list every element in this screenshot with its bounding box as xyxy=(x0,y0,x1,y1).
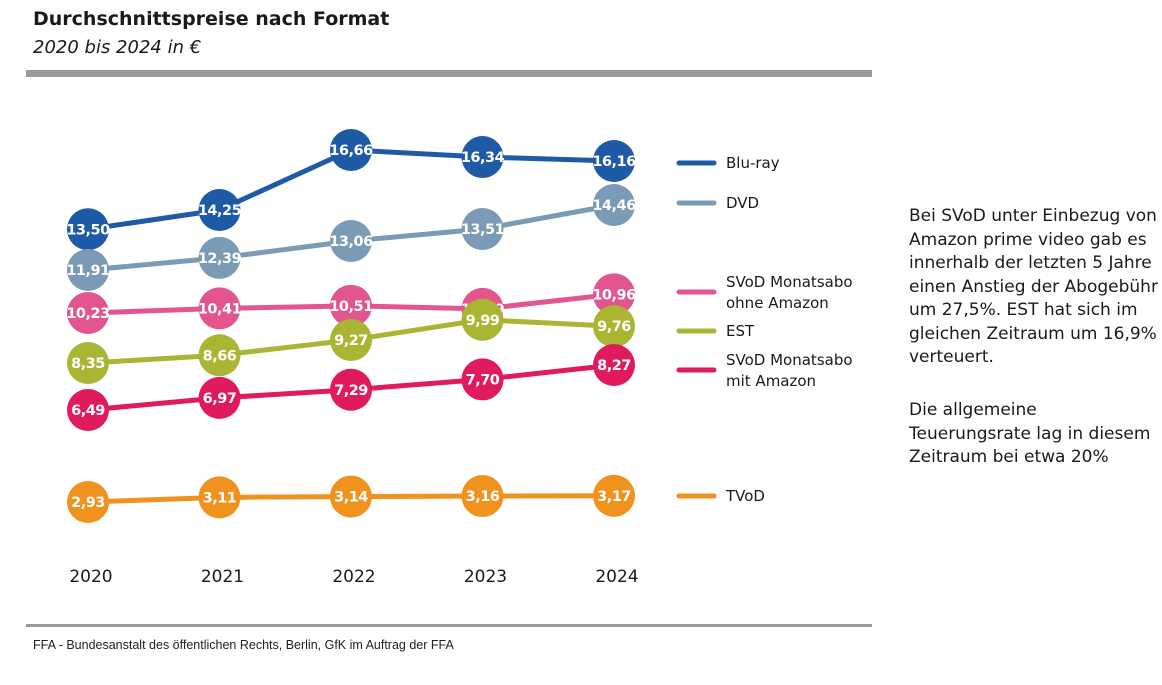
data-point-est-2023 xyxy=(461,298,504,341)
x-tick-label-2023: 2023 xyxy=(464,567,507,587)
data-label-est-2024: 9,76 xyxy=(597,319,631,335)
data-point-svod-monatsabo-mit-amazon-2022 xyxy=(330,368,372,411)
line-chart: 13,50 14,25 16,66 16,34 16,16 11,91 12,39 13,06… xyxy=(66,129,853,587)
data-point-blu-ray-2024 xyxy=(593,140,635,182)
data-label-dvd-2020: 11,91 xyxy=(66,263,110,279)
data-point-blu-ray-2020 xyxy=(67,208,109,251)
data-label-svod-monatsabo-ohne-amazon-2021: 10,41 xyxy=(198,301,242,317)
data-point-blu-ray-2023 xyxy=(461,136,504,179)
data-label-svod-monatsabo-mit-amazon-2022: 7,29 xyxy=(334,383,368,399)
data-point-tvod-2021 xyxy=(198,476,241,519)
data-point-svod-monatsabo-ohne-amazon-2024 xyxy=(593,273,635,316)
data-label-est-2022: 9,27 xyxy=(334,333,368,349)
legend-label-tvod: TVoD xyxy=(725,487,765,505)
data-label-tvod-2020: 2,93 xyxy=(71,495,105,511)
legend-label-dvd: DVD xyxy=(726,194,759,212)
data-label-dvd-2021: 12,39 xyxy=(198,251,242,267)
data-point-tvod-2020 xyxy=(67,481,109,523)
top-divider xyxy=(26,70,872,77)
data-point-dvd-2024 xyxy=(593,184,635,226)
data-label-svod-monatsabo-ohne-amazon-2022: 10,51 xyxy=(329,299,373,315)
bottom-divider xyxy=(26,624,872,627)
data-label-blu-ray-2020: 13,50 xyxy=(66,222,110,238)
data-label-tvod-2022: 3,14 xyxy=(334,490,368,506)
data-label-blu-ray-2021: 14,25 xyxy=(198,203,242,219)
data-point-dvd-2022 xyxy=(330,220,372,262)
data-label-blu-ray-2022: 16,66 xyxy=(329,143,373,159)
data-label-svod-monatsabo-mit-amazon-2020: 6,49 xyxy=(71,403,105,419)
legend-label-svod-monatsabo-ohne-amazon-line-1: SVoD Monatsabo xyxy=(726,273,853,291)
data-label-svod-monatsabo-ohne-amazon-2024: 10,96 xyxy=(592,287,636,303)
data-point-dvd-2023 xyxy=(461,208,504,250)
data-label-svod-monatsabo-mit-amazon-2024: 8,27 xyxy=(597,358,631,374)
data-point-dvd-2020 xyxy=(67,249,109,291)
data-label-svod-monatsabo-mit-amazon-2023: 7,70 xyxy=(466,372,500,388)
data-label-est-2021: 8,66 xyxy=(203,348,237,364)
data-label-tvod-2023: 3,16 xyxy=(466,489,500,505)
data-label-dvd-2022: 13,06 xyxy=(329,234,373,250)
x-tick-label-2021: 2021 xyxy=(201,567,244,587)
data-label-tvod-2021: 3,11 xyxy=(203,490,237,506)
data-point-est-2020 xyxy=(67,342,109,384)
source-note: FFA - Bundesanstalt des öffentlichen Rec… xyxy=(33,638,454,652)
data-point-tvod-2023 xyxy=(461,475,504,518)
data-label-svod-monatsabo-mit-amazon-2021: 6,97 xyxy=(203,391,237,407)
data-point-blu-ray-2022 xyxy=(330,129,372,171)
x-tick-label-2020: 2020 xyxy=(69,567,112,587)
data-point-est-2021 xyxy=(198,334,241,377)
x-tick-label-2024: 2024 xyxy=(595,567,638,587)
side-note-paragraph-1: Bei SVoD unter Einbezug von Amazon prime… xyxy=(909,206,1158,367)
data-label-tvod-2024: 3,17 xyxy=(597,489,631,505)
chart-title: Durchschnittspreise nach Format xyxy=(33,8,390,30)
data-point-svod-monatsabo-ohne-amazon-2020 xyxy=(67,292,109,334)
legend-label-svod-monatsabo-ohne-amazon-line-2: ohne Amazon xyxy=(726,294,829,312)
legend-label-svod-monatsabo-mit-amazon-line-1: SVoD Monatsabo xyxy=(726,351,853,369)
data-label-dvd-2024: 14,46 xyxy=(592,198,636,214)
data-label-est-2020: 8,35 xyxy=(71,356,105,372)
data-point-svod-monatsabo-mit-amazon-2024 xyxy=(593,344,635,387)
x-tick-label-2022: 2022 xyxy=(332,567,375,587)
data-point-svod-monatsabo-ohne-amazon-2022 xyxy=(330,284,372,327)
legend-label-svod-monatsabo-mit-amazon-line-2: mit Amazon xyxy=(726,372,816,390)
data-label-est-2023: 9,99 xyxy=(466,313,500,329)
data-point-svod-monatsabo-ohne-amazon-2021 xyxy=(198,287,241,330)
data-point-blu-ray-2021 xyxy=(198,189,241,231)
data-point-tvod-2022 xyxy=(330,475,372,518)
data-label-svod-monatsabo-ohne-amazon-2020: 10,23 xyxy=(66,306,109,322)
legend-label-blu-ray: Blu-ray xyxy=(726,154,780,172)
legend-label-est: EST xyxy=(726,322,755,340)
data-point-svod-monatsabo-mit-amazon-2021 xyxy=(198,376,241,419)
data-point-est-2024 xyxy=(593,305,635,348)
data-label-blu-ray-2024: 16,16 xyxy=(592,154,636,170)
data-point-tvod-2024 xyxy=(593,474,635,517)
side-note-paragraph-2: Die allgemeine Teuerungsrate lag in dies… xyxy=(909,400,1151,467)
data-point-est-2022 xyxy=(330,319,372,361)
data-point-dvd-2021 xyxy=(198,236,241,279)
chart-subtitle: 2020 bis 2024 in € xyxy=(33,37,202,58)
data-point-svod-monatsabo-mit-amazon-2020 xyxy=(67,389,109,431)
data-label-blu-ray-2023: 16,34 xyxy=(461,150,505,166)
data-label-dvd-2023: 13,51 xyxy=(461,222,505,238)
data-point-svod-monatsabo-mit-amazon-2023 xyxy=(461,358,504,401)
